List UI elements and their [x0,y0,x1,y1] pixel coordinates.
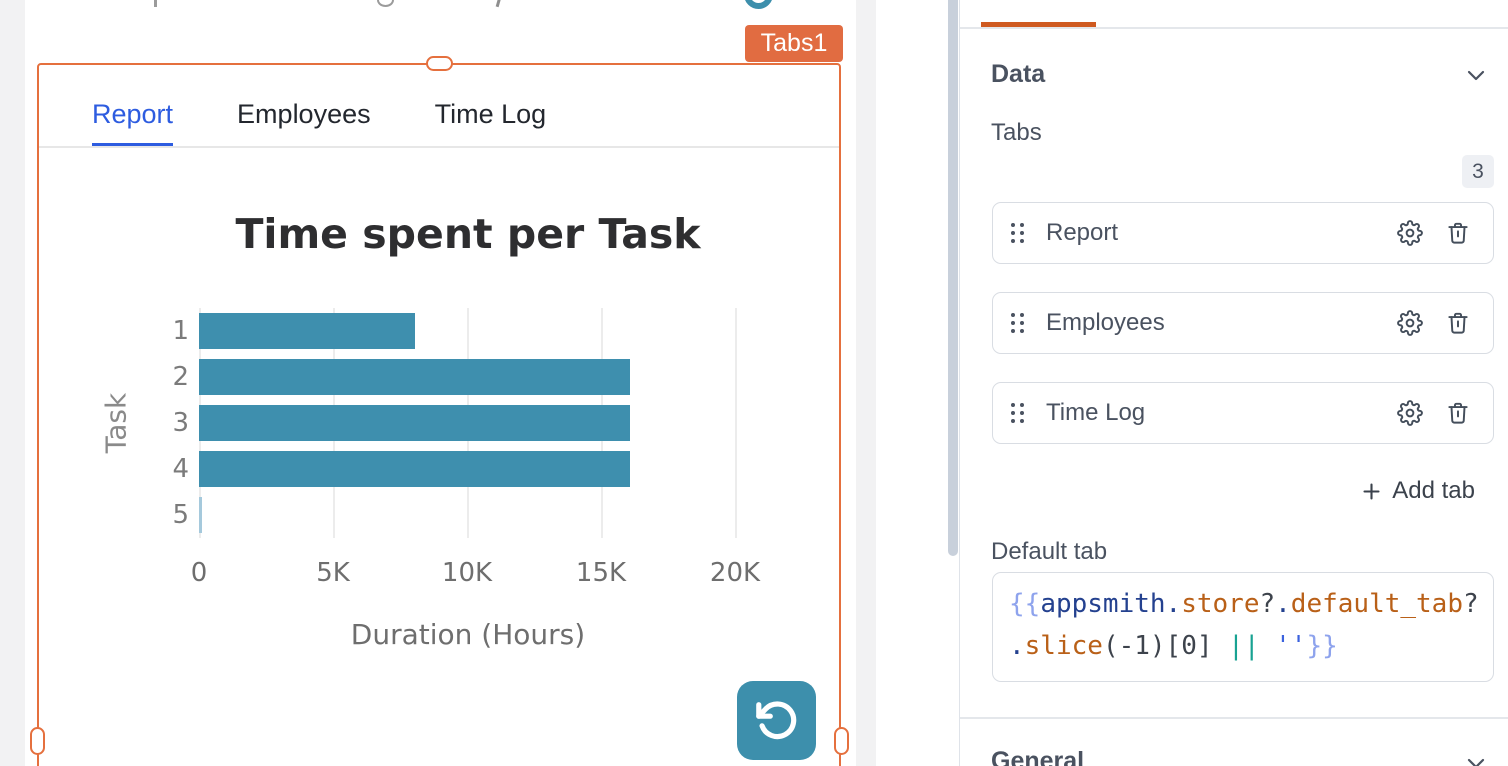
code-line: .slice(-1)[0] || ''}} [1009,631,1338,661]
chart-y-axis-label: Task [99,392,133,454]
bar-task-5 [199,497,202,533]
trash-icon[interactable] [1445,400,1471,426]
trash-icon[interactable] [1445,220,1471,246]
gear-icon[interactable] [1397,310,1423,336]
clipped-widget-above-fragment [377,0,394,7]
tab-card-label: Report [1046,219,1119,246]
resize-handle-top[interactable] [426,56,453,71]
x-tick-label: 20K [709,558,761,588]
y-tick-label: 4 [172,454,189,484]
y-tick-label: 1 [172,316,189,346]
chart-refresh-button[interactable] [737,681,816,760]
section-header-data[interactable]: Data [991,60,1046,88]
drag-handle-icon[interactable] [1011,223,1024,243]
resize-handle-right[interactable] [834,727,849,755]
bar-task-3 [199,405,630,441]
chart-plot-area: 0 5K 10K 15K 20K 1 2 3 4 5 [172,308,760,588]
y-tick-label: 3 [172,408,189,438]
pane-divider [960,27,1508,29]
default-tab-label: Default tab [991,538,1108,565]
pane-divider [960,717,1508,719]
drag-handle-icon[interactable] [1011,313,1024,333]
canvas-left-gutter [0,0,25,766]
tabs-count-badge: 3 [1462,155,1494,188]
tab-card-report[interactable]: Report [992,202,1494,264]
tabbar-divider [39,146,839,148]
gear-icon[interactable] [1397,220,1423,246]
x-tick-label: 5K [316,558,350,588]
canvas-right-gutter [856,0,876,766]
property-pane-border [959,0,961,766]
tab-card-employees[interactable]: Employees [992,292,1494,354]
widget-tab-report[interactable]: Report [92,99,174,147]
tabs-field-label: Tabs [991,119,1042,146]
widget-tab-employees[interactable]: Employees [237,99,371,129]
bar-task-2 [199,359,630,395]
tabs-widget-tabbar: Report Employees Time Log [92,99,610,147]
canvas-scrollbar-thumb[interactable] [948,0,958,556]
clipped-widget-above-fragment [154,0,157,7]
x-tick-label: 15K [575,558,627,588]
property-pane: Data Tabs 3 Report Employees Time Log Add … [960,0,1508,766]
add-tab-label: Add tab [1392,477,1475,504]
bar-task-1 [199,313,415,349]
plus-icon [1363,482,1380,500]
active-pane-tab-indicator[interactable] [981,22,1096,28]
chevron-down-icon[interactable] [1464,63,1488,87]
chevron-down-icon[interactable] [1464,751,1488,766]
code-line: {{appsmith.store?.default_tab? [1009,589,1479,619]
y-tick-label: 2 [172,362,189,392]
clipped-refresh-icon-above [744,0,773,9]
resize-handle-left[interactable] [30,727,45,755]
y-tick-label: 5 [172,500,189,530]
drag-handle-icon[interactable] [1011,403,1024,423]
x-tick-label: 10K [441,558,493,588]
section-header-general[interactable]: General [991,747,1085,766]
trash-icon[interactable] [1445,310,1471,336]
clipped-widget-above-fragment [495,0,502,8]
widget-tab-time-log[interactable]: Time Log [434,99,547,129]
add-tab-button[interactable]: Add tab [1361,477,1475,505]
widget-name-badge[interactable]: Tabs1 [745,25,843,62]
tab-card-label: Time Log [1046,399,1146,426]
chart-x-axis-label: Duration (Hours) [350,618,586,651]
tab-card-label: Employees [1046,309,1165,336]
gear-icon[interactable] [1397,400,1423,426]
tab-card-time-log[interactable]: Time Log [992,382,1494,444]
chart-title: Time spent per Task [235,210,701,258]
default-tab-code-input[interactable]: {{appsmith.store?.default_tab? .slice(-1)… [992,572,1494,682]
gridline [735,308,737,538]
rotate-ccw-icon [755,700,796,739]
bar-task-4 [199,451,630,487]
x-tick-label: 0 [190,558,208,588]
